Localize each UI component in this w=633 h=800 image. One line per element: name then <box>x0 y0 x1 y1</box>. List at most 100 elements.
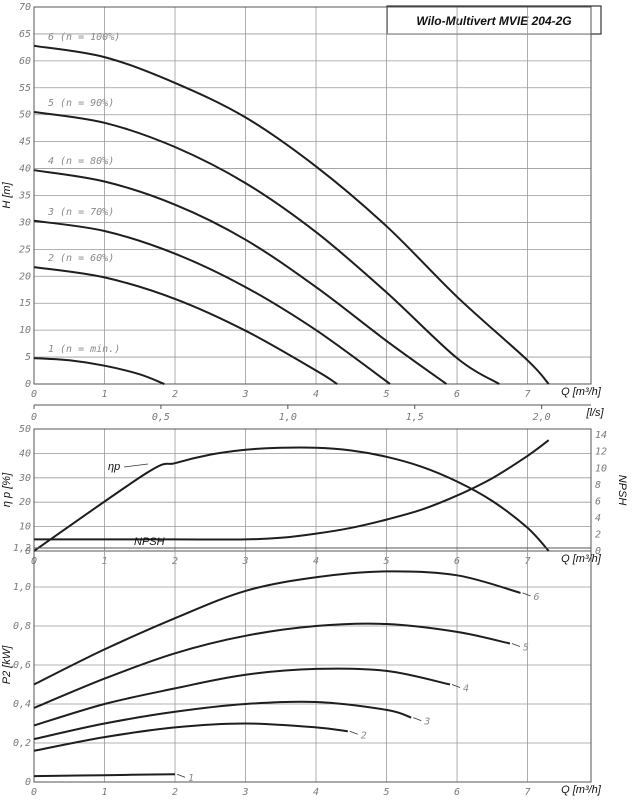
secondary-x-tick-label: 0 <box>31 412 37 423</box>
y-axis-label: η p [%] <box>1 472 13 507</box>
secondary-x-tick-label: 1,0 <box>279 412 297 423</box>
y-right-tick-label: 6 <box>595 496 601 507</box>
x-tick-label: 3 <box>242 389 249 400</box>
y-tick-label: 40 <box>19 164 31 175</box>
series-label: 4 <box>463 684 469 695</box>
y-tick-label: 70 <box>19 2 31 13</box>
secondary-x-tick-label: 0,5 <box>152 412 170 423</box>
series-line-power-4 <box>33 722 348 752</box>
y-axis-label: P2 [kW] <box>1 645 13 684</box>
x-tick-label: 3 <box>242 787 249 798</box>
plot-frame <box>33 6 592 385</box>
y-tick-label: 50 <box>19 424 31 435</box>
x-tick-label: 7 <box>525 389 531 400</box>
y-tick-label: 0,4 <box>13 699 31 710</box>
x-axis-label: Q [m³/h] <box>561 553 602 565</box>
y-tick-label: 0,6 <box>13 660 31 671</box>
y-tick-label: 0 <box>25 777 31 788</box>
y-tick-label: 10 <box>19 522 31 533</box>
title-box: Wilo-Multivert MVIE 204-2G <box>386 5 602 35</box>
y-tick-label: 65 <box>19 29 31 40</box>
x-tick-label: 1 <box>101 787 107 798</box>
y-tick-label: 50 <box>19 110 31 121</box>
x-tick-label: 3 <box>242 556 249 567</box>
series-label-leader <box>451 684 461 688</box>
x-tick-label: 5 <box>384 787 390 798</box>
y-tick-label: 1,0 <box>13 582 31 593</box>
series-label-leader <box>522 592 531 597</box>
x-tick-label: 1 <box>101 389 107 400</box>
y-tick-label: 20 <box>19 497 31 508</box>
y-tick-label: 5 <box>25 352 31 363</box>
series-label: 3 (n = 70%) <box>47 207 114 218</box>
y-tick-label: 20 <box>19 271 31 282</box>
x-tick-label: 7 <box>525 787 531 798</box>
y-tick-label: 45 <box>19 137 31 148</box>
y-tick-label: 40 <box>19 448 31 459</box>
series-label-leader <box>176 773 186 778</box>
series-line-head-5 <box>33 357 165 385</box>
series-line-power-1 <box>33 622 511 709</box>
y-tick-label: 35 <box>18 191 31 202</box>
y-tick-label: 30 <box>18 217 31 228</box>
x-tick-label: 0 <box>31 389 37 400</box>
x-tick-label: 6 <box>454 787 460 798</box>
y-tick-label: 10 <box>19 325 31 336</box>
series-label: 5 (n = 90%) <box>48 98 114 109</box>
y-right-tick-label: 0 <box>595 546 601 557</box>
y-right-tick-label: 4 <box>595 513 601 524</box>
series-line-power-0 <box>33 570 521 686</box>
series-label: 2 (n = 60%) <box>48 253 114 264</box>
y-right-tick-label: 2 <box>595 529 601 540</box>
x-tick-label: 4 <box>313 389 319 400</box>
panel-efficiency_npsh <box>33 428 592 552</box>
y-tick-label: 1,2 <box>13 543 31 554</box>
series-line-power-3 <box>33 700 412 741</box>
y-tick-label: 15 <box>19 298 31 309</box>
panel-power <box>33 547 592 783</box>
series-label: 1 (n = min.) <box>48 344 120 355</box>
series-label: 2 <box>361 730 367 741</box>
series-label: 5 <box>523 643 529 654</box>
series-line-efficiency_npsh-1 <box>33 439 550 541</box>
series-line-head-3 <box>33 219 391 385</box>
series-label: 4 (n = 80%) <box>48 156 114 167</box>
series-label-leader <box>413 717 422 722</box>
x-axis-label: Q [m³/h] <box>561 386 602 398</box>
series-line-efficiency_npsh-0 <box>33 446 550 552</box>
panel-head <box>33 6 592 409</box>
x-tick-label: 5 <box>384 389 390 400</box>
series-label-leader <box>349 730 358 735</box>
y-right-tick-label: 14 <box>595 430 607 441</box>
series-label: 6 <box>533 592 539 603</box>
x-tick-label: 0 <box>31 787 37 798</box>
series-line-power-2 <box>33 667 451 727</box>
y-tick-label: 55 <box>19 83 31 94</box>
secondary-x-tick-label: 2,0 <box>533 412 551 423</box>
plot-frame <box>33 547 592 783</box>
y-tick-label: 0 <box>25 379 31 390</box>
y-right-tick-label: 8 <box>595 480 601 491</box>
y-tick-label: 0 <box>25 546 31 557</box>
y-tick-label: 30 <box>18 473 31 484</box>
series-line-power-5 <box>33 773 176 778</box>
series-label-leader <box>511 643 521 647</box>
grid <box>33 547 591 783</box>
series-label: NPSH <box>134 536 165 548</box>
x-axis-label: Q [m³/h] <box>561 784 602 796</box>
secondary-x-tick-label: 1,5 <box>406 412 424 423</box>
plot-frame <box>33 428 592 552</box>
series-label: ηp <box>108 461 120 473</box>
y-tick-label: 0,8 <box>13 621 31 632</box>
y-tick-label: 0,2 <box>13 738 31 749</box>
series-label: 6 (n = 100%) <box>48 32 120 43</box>
y-right-axis-label: NPSH <box>616 475 628 506</box>
y-right-tick-label: 12 <box>595 447 607 458</box>
x-tick-label: 2 <box>172 389 178 400</box>
series-label: 1 <box>188 773 194 784</box>
series-line-head-1 <box>33 111 500 385</box>
y-axis-label: H [m] <box>1 181 13 208</box>
x-tick-label: 6 <box>454 389 460 400</box>
